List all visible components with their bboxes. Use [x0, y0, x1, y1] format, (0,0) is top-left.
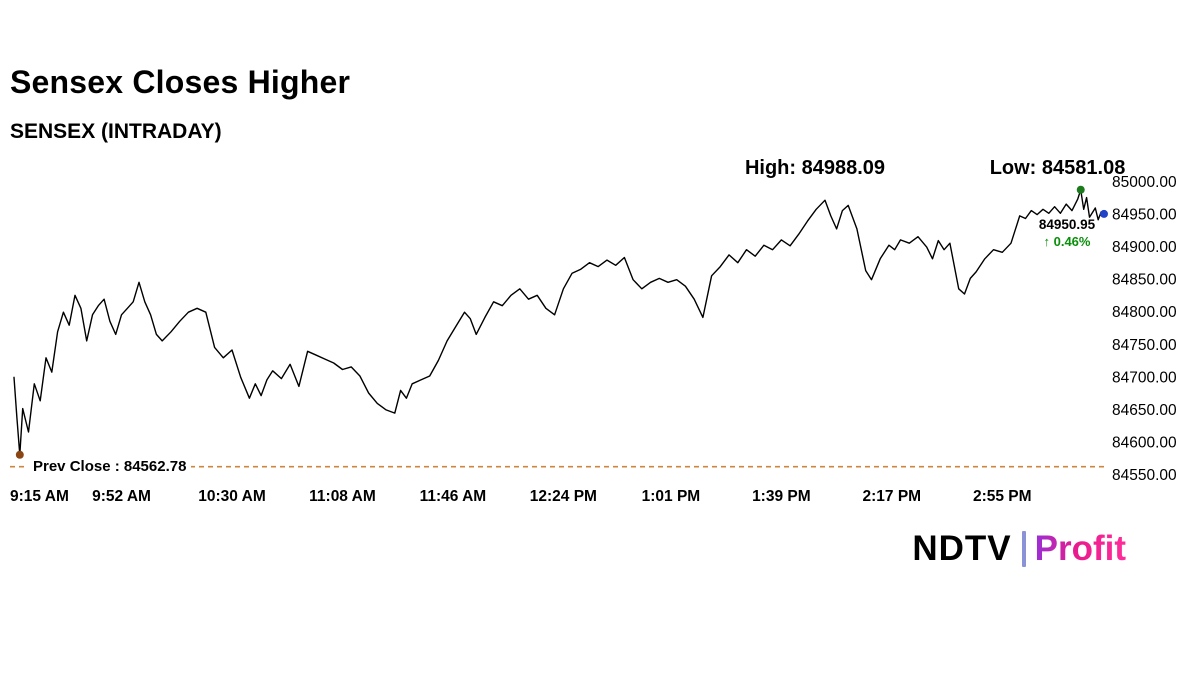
ndtv-logo-text: NDTV: [912, 529, 1012, 568]
chart-subtitle: SENSEX (INTRADAY): [10, 120, 222, 143]
svg-text:84700.00: 84700.00: [1112, 369, 1177, 386]
profit-logo-text: Profit: [1034, 529, 1126, 568]
ndtv-profit-logo: NDTV Profit: [912, 527, 1126, 571]
svg-text:84600.00: 84600.00: [1112, 434, 1177, 451]
svg-text:84750.00: 84750.00: [1112, 337, 1177, 354]
last-change-percent-label: ↑ 0.46%: [1043, 234, 1091, 249]
svg-text:2:17 PM: 2:17 PM: [863, 488, 922, 505]
svg-text:85000.00: 85000.00: [1112, 174, 1177, 191]
svg-text:84550.00: 84550.00: [1112, 467, 1177, 484]
svg-text:9:15 AM: 9:15 AM: [10, 488, 69, 505]
low-value-label: Low: 84581.08: [989, 157, 1126, 179]
logo-separator-bar: [1021, 531, 1026, 567]
svg-text:12:24 PM: 12:24 PM: [530, 488, 597, 505]
page-title: Sensex Closes Higher: [10, 64, 351, 100]
last-price-label: 84950.95: [1038, 217, 1096, 232]
svg-text:11:46 AM: 11:46 AM: [420, 488, 487, 505]
svg-text:84650.00: 84650.00: [1112, 402, 1177, 419]
svg-text:84800.00: 84800.00: [1112, 304, 1177, 321]
prev-close-label: Prev Close : 84562.78: [28, 458, 192, 475]
svg-text:2:55 PM: 2:55 PM: [973, 488, 1032, 505]
svg-text:1:39 PM: 1:39 PM: [752, 488, 811, 505]
high-value-label: High: 84988.09: [744, 157, 886, 179]
svg-text:84850.00: 84850.00: [1112, 272, 1177, 289]
svg-text:10:30 AM: 10:30 AM: [198, 488, 265, 505]
svg-text:11:08 AM: 11:08 AM: [309, 488, 376, 505]
svg-text:9:52 AM: 9:52 AM: [92, 488, 151, 505]
svg-text:1:01 PM: 1:01 PM: [642, 488, 701, 505]
svg-text:84950.00: 84950.00: [1112, 207, 1177, 224]
svg-text:84900.00: 84900.00: [1112, 239, 1177, 256]
